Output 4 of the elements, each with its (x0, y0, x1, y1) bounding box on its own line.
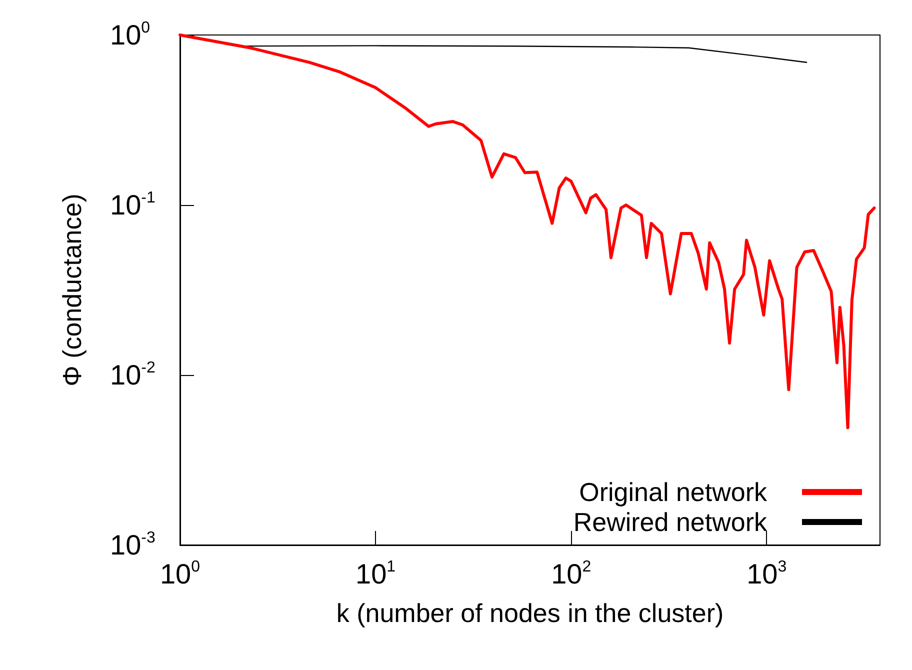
x-axis-title: k (number of nodes in the cluster) (336, 598, 724, 628)
y-axis-title: Φ (conductance) (57, 194, 87, 386)
legend-label: Rewired network (573, 507, 768, 537)
legend-label: Original network (579, 477, 768, 507)
